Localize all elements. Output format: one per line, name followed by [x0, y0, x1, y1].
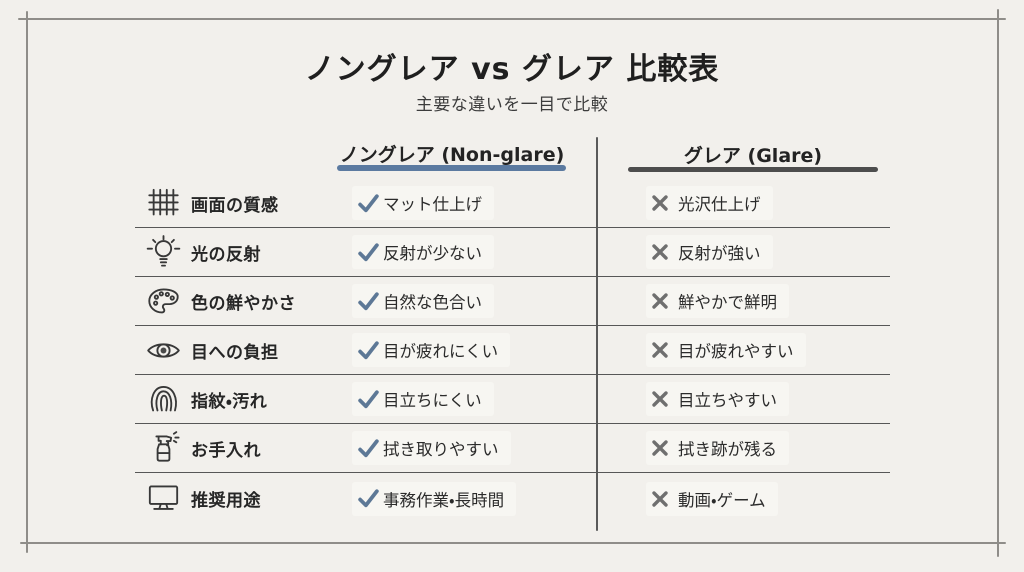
nonglare-value: 反射が少ない [383, 244, 482, 263]
glare-cell: 反射が強い [596, 235, 890, 269]
cross-icon [652, 440, 668, 456]
glare-value: 目立ちやすい [678, 391, 777, 410]
cross-icon [652, 244, 668, 260]
nonglare-cell: 目が疲れにくい [348, 333, 596, 367]
column-header-glare: グレア (Glare) [683, 145, 823, 167]
cross-icon [652, 195, 668, 211]
glare-cell: 動画・ゲーム [596, 481, 890, 516]
nonglare-value: 自然な色合い [383, 293, 482, 312]
palette-icon [147, 288, 179, 313]
row-label: 推奨用途 [191, 491, 261, 511]
row-label: 色の鮮やかさ [191, 293, 296, 314]
cross-icon [652, 342, 668, 358]
glare-cell: 光沢仕上げ [596, 186, 890, 220]
check-icon [358, 389, 379, 408]
glare-cell: 目が疲れやすい [596, 333, 890, 367]
cross-icon [652, 293, 668, 309]
check-icon [358, 291, 379, 310]
table-row: 目への負担 目が疲れにくい 目が疲れやすい [135, 326, 890, 375]
row-label: 光の反射 [191, 244, 261, 265]
frame-border-right [997, 9, 999, 557]
nonglare-cell: マット仕上げ [348, 186, 596, 220]
glare-value: 光沢仕上げ [678, 195, 761, 214]
glare-value: 目が疲れやすい [678, 342, 794, 361]
row-label: 指紋・汚れ [191, 391, 268, 412]
lightbulb-icon [146, 234, 180, 267]
cross-icon [652, 490, 668, 507]
table-row: 画面の質感 マット仕上げ 光沢仕上げ [135, 179, 890, 228]
table-row: お手入れ 拭き取りやすい 拭き跡が残る [135, 424, 890, 473]
nonglare-underline [337, 165, 566, 171]
fingerprint-icon [150, 385, 177, 411]
row-label: 画面の質感 [191, 195, 279, 216]
frame-border-left [26, 11, 28, 553]
glare-cell: 目立ちやすい [596, 382, 890, 416]
row-label: 目への負担 [191, 342, 279, 363]
check-icon [358, 340, 379, 359]
comparison-table: 画面の質感 マット仕上げ 光沢仕上げ 光の反射 反射が少ない 反 [135, 179, 890, 524]
column-header-nonglare: ノングレア (Non-glare) [339, 144, 565, 166]
page-title: ノングレア vs グレア 比較表 [304, 52, 720, 87]
frame-border-bottom [20, 542, 1006, 544]
frame-border-top [18, 18, 1006, 20]
cross-icon [652, 391, 668, 407]
nonglare-value: 拭き取りやすい [383, 440, 499, 459]
check-icon [358, 489, 379, 508]
glare-value: 反射が強い [678, 244, 761, 263]
grid-texture-icon [147, 188, 179, 215]
check-icon [358, 242, 379, 261]
table-row: 推奨用途 事務作業・長時間 動画・ゲーム [135, 473, 890, 524]
check-icon [358, 193, 379, 212]
nonglare-cell: 反射が少ない [348, 235, 596, 269]
nonglare-cell: 目立ちにくい [348, 382, 596, 416]
nonglare-value: 目が疲れにくい [383, 342, 499, 361]
row-label: お手入れ [191, 440, 261, 461]
monitor-icon [148, 485, 178, 510]
nonglare-value: 目立ちにくい [383, 391, 482, 410]
table-row: 色の鮮やかさ 自然な色合い 鮮やかで鮮明 [135, 277, 890, 326]
check-icon [358, 438, 379, 457]
page-subtitle: 主要な違いを一目で比較 [415, 95, 609, 115]
nonglare-cell: 事務作業・長時間 [348, 481, 596, 516]
column-divider [596, 137, 598, 531]
glare-value: 拭き跡が残る [678, 440, 777, 459]
glare-cell: 鮮やかで鮮明 [596, 284, 890, 318]
spray-bottle-icon [154, 430, 180, 462]
eye-icon [146, 342, 180, 358]
nonglare-cell: 自然な色合い [348, 284, 596, 318]
glare-value: 動画・ゲーム [678, 490, 766, 510]
glare-cell: 拭き跡が残る [596, 431, 890, 465]
nonglare-cell: 拭き取りやすい [348, 431, 596, 465]
glare-underline [628, 167, 878, 172]
table-row: 指紋・汚れ 目立ちにくい 目立ちやすい [135, 375, 890, 424]
nonglare-value: マット仕上げ [383, 195, 482, 214]
table-row: 光の反射 反射が少ない 反射が強い [135, 228, 890, 277]
nonglare-value: 事務作業・長時間 [383, 490, 505, 510]
glare-value: 鮮やかで鮮明 [678, 293, 777, 312]
